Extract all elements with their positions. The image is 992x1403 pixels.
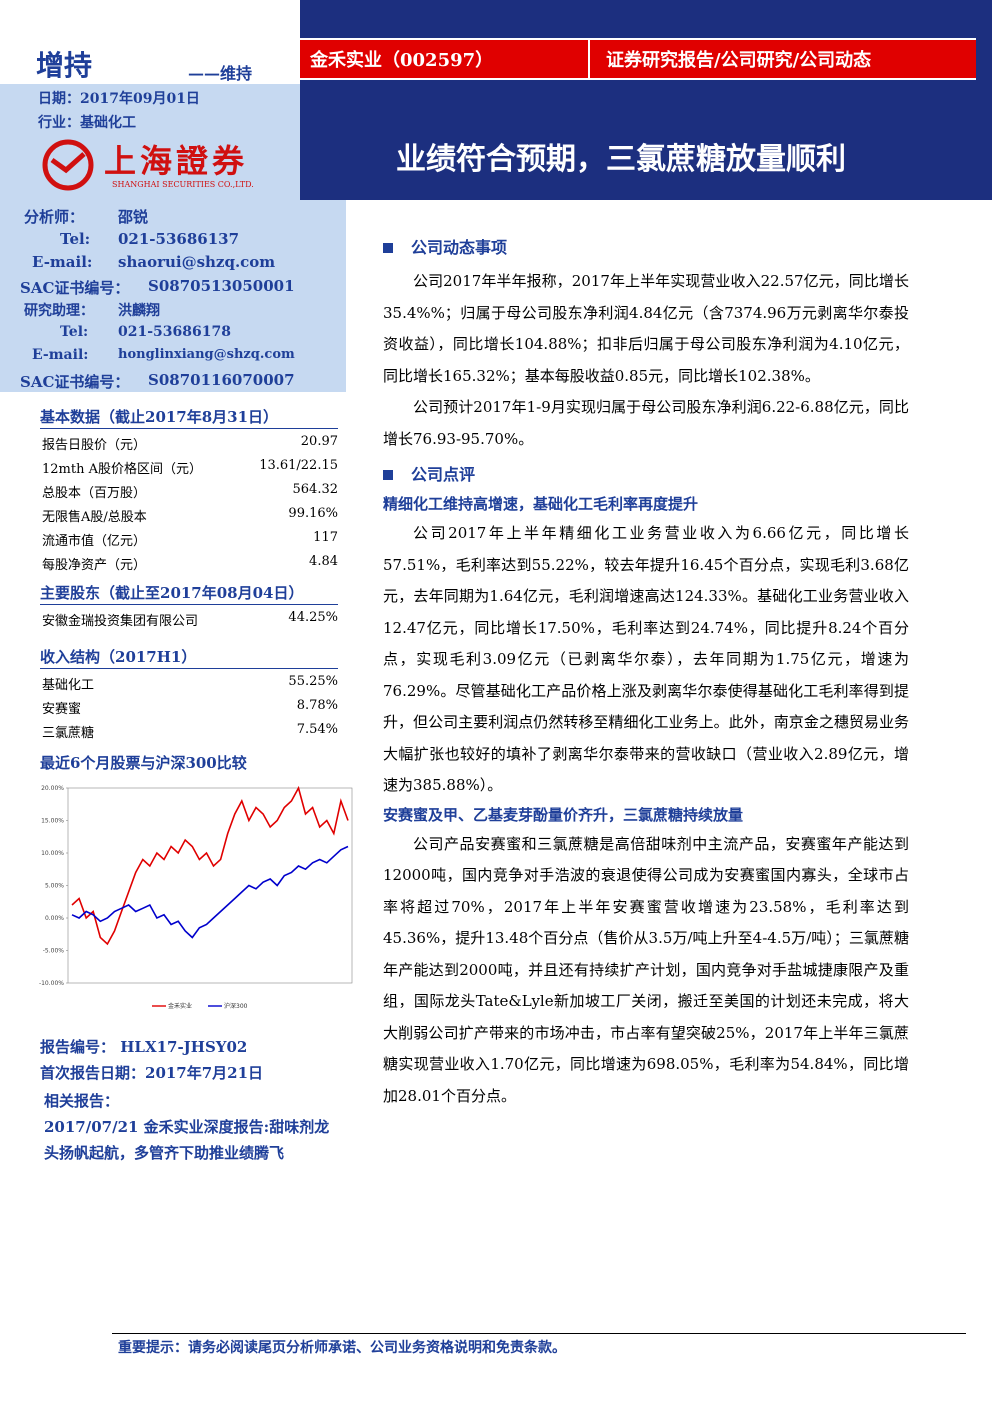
body: 公司动态事项公司2017年半年报称，2017年上半年实现营业收入22.57亿元，… xyxy=(383,228,909,1112)
section-heading: 公司动态事项 xyxy=(383,234,909,258)
analyst-value: 021-53686137 xyxy=(118,229,240,248)
logo-cn: 上海證券 xyxy=(104,142,249,180)
footer-note: 重要提示：请务必阅读尾页分析师承诺、公司业务资格说明和免责条款。 xyxy=(118,1340,566,1356)
analyst-value: 021-53686178 xyxy=(118,323,231,340)
row-value: 44.25% xyxy=(288,610,338,625)
analyst-label: E-mail: xyxy=(32,347,89,363)
y-tick-label: -5.00% xyxy=(43,948,65,955)
analyst-value: S0870513050001 xyxy=(148,276,295,295)
table-title: 主要股东（截止至2017年08月04日） xyxy=(40,584,304,602)
paragraph: 公司2017年上半年精细化工业务营业收入为6.66亿元，同比增长57.51%，毛… xyxy=(383,524,909,794)
analyst-value: S0870116070007 xyxy=(148,370,295,389)
navy-banner xyxy=(300,0,992,200)
logo-en: SHANGHAI SECURITIES CO.,LTD. xyxy=(112,180,254,189)
row-value: 99.16% xyxy=(288,506,338,521)
y-tick-label: -10.00% xyxy=(39,980,64,987)
row-label: 报告日股价（元） xyxy=(42,438,147,453)
row-value: 7.54% xyxy=(296,722,338,737)
row-label: 流通市值（亿元） xyxy=(42,534,147,549)
row-value: 55.25% xyxy=(288,674,338,689)
paragraph: 公司2017年半年报称，2017年上半年实现营业收入22.57亿元，同比增长35… xyxy=(383,272,909,385)
row-label: 基础化工 xyxy=(42,678,95,693)
table-rule xyxy=(40,668,338,669)
related-title: 相关报告： xyxy=(44,1092,120,1110)
report-title: 业绩符合预期，三氯蔗糖放量顺利 xyxy=(396,142,846,177)
section-heading: 公司点评 xyxy=(383,461,909,485)
row-value: 8.78% xyxy=(296,698,338,713)
y-tick-label: 0.00% xyxy=(45,915,64,922)
analyst-label: 研究助理： xyxy=(24,303,94,319)
legend-label: 沪深300 xyxy=(224,1002,248,1010)
subheading: 精细化工维持高增速，基础化工毛利率再度提升 xyxy=(383,495,699,513)
row-label: 安徽金瑞投资集团有限公司 xyxy=(42,614,199,629)
related-item: 2017/07/21 金禾实业深度报告:甜味剂龙头扬帆起航，多管齐下助推业绩腾飞 xyxy=(44,1118,330,1162)
table-title: 基本数据（截止2017年8月31日） xyxy=(40,408,279,426)
row-label: 12mth A股价格区间（元） xyxy=(42,462,202,477)
red-band xyxy=(300,38,976,80)
date: 日期：2017年09月01日 xyxy=(38,91,200,107)
table-rule xyxy=(40,428,338,429)
analyst-label: SAC证书编号： xyxy=(20,372,130,391)
chart: -10.00% -5.00% 0.00% 5.00% 10.00% 15.00% 20.00… xyxy=(39,785,353,1010)
logo-icon xyxy=(42,139,94,191)
analyst-value: honglinxiang@shzq.com xyxy=(118,347,295,362)
y-tick-label: 15.00% xyxy=(41,818,64,825)
analyst-label: E-mail: xyxy=(32,253,93,271)
row-value: 13.61/22.15 xyxy=(259,458,338,473)
row-value: 564.32 xyxy=(292,482,339,497)
bullet xyxy=(383,243,393,253)
legend-label: 金禾实业 xyxy=(168,1002,192,1010)
rating: 增持 xyxy=(36,49,93,82)
analyst-label: Tel: xyxy=(60,323,89,340)
bullet xyxy=(383,470,393,480)
band-divider xyxy=(588,40,590,78)
row-label: 三氯蔗糖 xyxy=(42,726,95,741)
first-date: 首次报告日期：2017年7月21日 xyxy=(40,1064,264,1082)
row-value: 20.97 xyxy=(300,434,338,449)
analyst-value: 邵锐 xyxy=(118,208,149,226)
row-label: 安赛蜜 xyxy=(42,702,82,717)
row-value: 4.84 xyxy=(309,554,338,569)
row-label: 无限售A股/总股本 xyxy=(42,510,147,525)
row-label: 每股净资产（元） xyxy=(42,558,147,573)
industry: 行业：基础化工 xyxy=(38,115,136,131)
rating-change: ——维持 xyxy=(188,64,253,83)
table-title: 收入结构（2017H1） xyxy=(40,648,197,666)
company: 金禾实业（002597） xyxy=(310,50,494,71)
table-rule xyxy=(40,604,338,605)
analyst-label: SAC证书编号： xyxy=(20,278,130,297)
analyst-bg xyxy=(0,200,346,392)
plot-frame xyxy=(67,787,353,984)
series-line xyxy=(71,785,349,946)
heading-text: 公司动态事项 xyxy=(411,238,508,257)
series-line xyxy=(71,845,349,939)
analyst-value: 洪麟翔 xyxy=(118,303,160,319)
paragraph: 公司产品安赛蜜和三氯蔗糖是高倍甜味剂中主流产品，安赛蜜年产能达到12000吨，国… xyxy=(383,834,909,1105)
y-tick-label: 10.00% xyxy=(41,850,64,857)
paragraph: 公司预计2017年1-9月实现归属于母公司股东净利润6.22-6.88亿元，同比… xyxy=(383,398,909,448)
analyst-value: shaorui@shzq.com xyxy=(118,253,276,271)
row-label: 总股本（百万股） xyxy=(42,486,147,501)
report-number: 报告编号： HLX17-JHSY02 xyxy=(40,1038,248,1056)
report-type: 证券研究报告/公司研究/公司动态 xyxy=(606,50,872,71)
y-tick-label: 5.00% xyxy=(45,883,64,890)
analyst-label: 分析师： xyxy=(24,208,85,226)
chart-title: 最近6个月股票与沪深300比较 xyxy=(40,754,247,772)
y-tick-label: 20.00% xyxy=(41,785,64,792)
analyst-label: Tel: xyxy=(60,229,91,248)
subheading: 安赛蜜及甲、乙基麦芽酚量价齐升，三氯蔗糖持续放量 xyxy=(383,805,744,824)
footer-rule xyxy=(112,1333,966,1334)
heading-text: 公司点评 xyxy=(411,465,476,484)
row-value: 117 xyxy=(313,530,338,545)
